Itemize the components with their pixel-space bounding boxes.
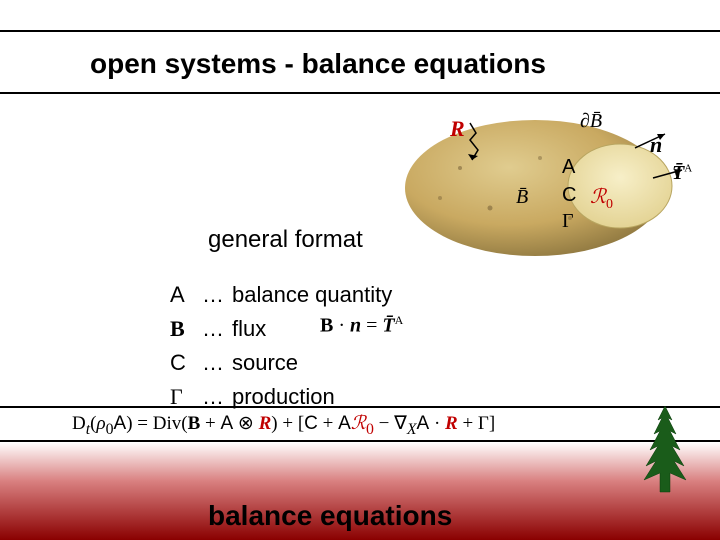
legend: A…balance quantityB…fluxC…sourceΓ…produc… (170, 278, 392, 414)
page-title: open systems - balance equations (90, 48, 546, 80)
diagram-annotation: n (650, 132, 662, 158)
legend-symbol: C (170, 346, 194, 380)
legend-row: C…source (170, 346, 392, 380)
legend-row: Γ…production (170, 380, 392, 414)
diagram-annotation: A (562, 156, 575, 179)
legend-text: balance quantity (232, 278, 392, 312)
diagram-annotation: B̄ (516, 186, 528, 209)
legend-ellipsis: … (202, 346, 224, 380)
legend-text: flux (232, 312, 266, 346)
footer-title: balance equations (208, 500, 452, 532)
diagram-annotation: T̄A (672, 162, 692, 185)
diagram-annotation: ∂B̄ (580, 110, 602, 133)
stanford-tree-icon (630, 398, 700, 498)
balance-equation: Dt(ρ0A) = Div(B + A ⊗ R) + [C + Aℛ0 − ∇X… (72, 412, 495, 439)
legend-row: A…balance quantity (170, 278, 392, 312)
subtitle-general-format: general format (208, 226, 363, 254)
domain-diagram (400, 98, 700, 268)
legend-ellipsis: … (202, 278, 224, 312)
legend-ellipsis: … (202, 380, 224, 414)
legend-symbol: B (170, 312, 194, 346)
diagram-annotation: ℛ0 (590, 184, 613, 213)
diagram-annotation: R (450, 116, 465, 142)
diagram-annotation: C (562, 184, 576, 207)
legend-text: production (232, 380, 335, 414)
rule-2 (0, 92, 720, 94)
legend-text: source (232, 346, 298, 380)
diagram-annotation: Γ (562, 210, 574, 233)
legend-symbol: Γ (170, 380, 194, 414)
legend-symbol: A (170, 278, 194, 312)
rule-1 (0, 30, 720, 32)
legend-ellipsis: … (202, 312, 224, 346)
flux-equation: B · n = T̄A (320, 313, 403, 338)
